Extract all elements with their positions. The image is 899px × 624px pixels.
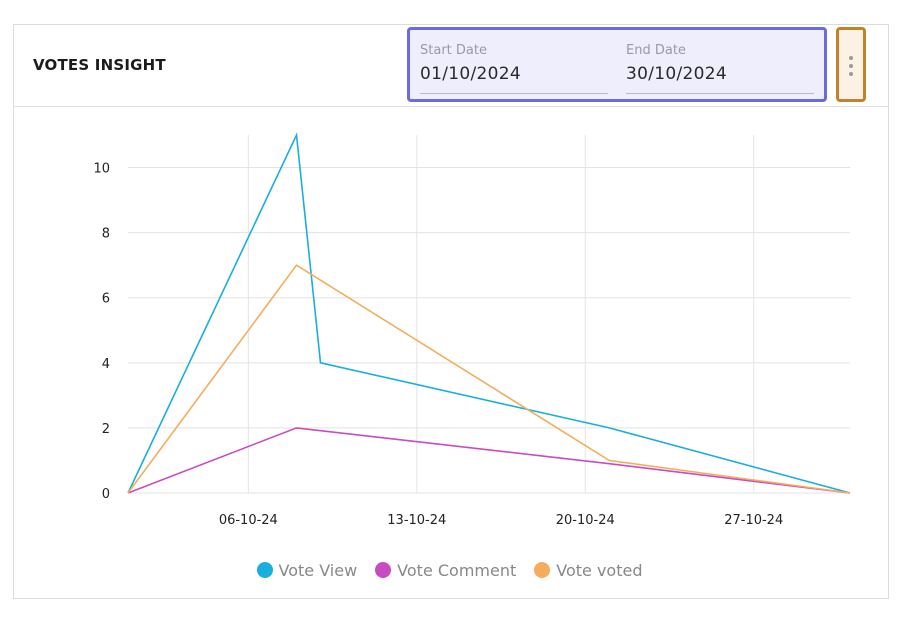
y-tick-label: 0: [102, 487, 110, 502]
more-options-button[interactable]: [836, 27, 866, 102]
y-tick-label: 4: [102, 357, 110, 372]
x-tick-label: 06-10-24: [219, 513, 278, 528]
end-date-field[interactable]: End Date 30/10/2024: [626, 43, 814, 94]
legend-label: Vote View: [278, 560, 358, 580]
start-date-field[interactable]: Start Date 01/10/2024: [420, 43, 608, 94]
x-tick-label: 13-10-24: [387, 513, 446, 528]
y-tick-label: 10: [93, 162, 110, 177]
votes-insight-card: VOTES INSIGHT Start Date 01/10/2024 End …: [13, 24, 889, 599]
end-date-label: End Date: [626, 43, 686, 58]
legend-label: Vote voted: [556, 560, 643, 580]
end-date-value[interactable]: 30/10/2024: [626, 64, 727, 84]
series-line-vote-comment: [127, 427, 851, 494]
chart-legend: Vote View Vote Comment Vote voted: [0, 558, 899, 582]
x-tick-label: 20-10-24: [556, 513, 615, 528]
legend-label: Vote Comment: [397, 560, 517, 580]
x-tick-label: 27-10-24: [724, 513, 783, 528]
y-tick-label: 8: [102, 227, 110, 242]
legend-item[interactable]: Vote Comment: [375, 561, 516, 580]
legend-item[interactable]: Vote View: [256, 560, 358, 580]
legend-swatch: [256, 562, 273, 578]
start-date-label: Start Date: [420, 43, 487, 58]
legend-swatch: [534, 562, 551, 578]
y-tick-label: 2: [102, 422, 110, 437]
y-tick-label: 6: [102, 292, 110, 307]
card-title: VOTES INSIGHT: [33, 56, 166, 74]
series-line-vote-view: [127, 132, 851, 494]
series-line-vote-voted: [127, 264, 851, 494]
legend-item[interactable]: Vote voted: [534, 560, 643, 580]
date-range-picker[interactable]: Start Date 01/10/2024 End Date 30/10/202…: [407, 27, 827, 102]
legend-swatch: [375, 562, 392, 578]
card-header: VOTES INSIGHT Start Date 01/10/2024 End …: [14, 25, 888, 107]
start-date-value[interactable]: 01/10/2024: [420, 64, 521, 84]
